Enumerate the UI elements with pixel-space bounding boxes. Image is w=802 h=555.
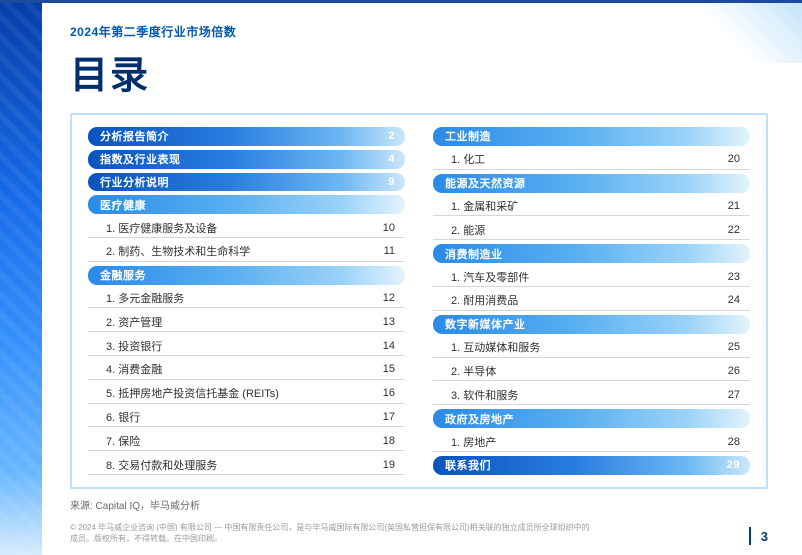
toc-entry-page: 10 — [383, 222, 395, 234]
toc-section-header[interactable]: 工业制造 — [433, 127, 750, 146]
toc-section-header[interactable]: 医疗健康 — [88, 195, 405, 214]
toc-entry-label: 4. 消费金融 — [106, 361, 162, 377]
toc-entry-label: 2. 半导体 — [451, 363, 496, 379]
page-number: 3 — [749, 527, 768, 545]
toc-section-header[interactable]: 消费制造业 — [433, 244, 750, 263]
toc-entry-page: 14 — [383, 340, 395, 352]
left-accent-panel — [0, 3, 42, 555]
toc-entry-label: 1. 多元金融服务 — [106, 290, 184, 306]
toc-entry-label: 5. 抵押房地产投资信托基金 (REITs) — [106, 385, 279, 401]
toc-section-header[interactable]: 金融服务 — [88, 266, 405, 285]
toc-entry-label: 1. 房地产 — [451, 434, 496, 450]
toc-entry-page: 22 — [728, 224, 740, 236]
toc-entry-page: 24 — [728, 294, 740, 306]
toc-entry[interactable]: 1. 金属和采矿 21 — [433, 197, 750, 217]
toc-entry-page: 18 — [383, 435, 395, 447]
toc-section-page: 9 — [388, 176, 395, 188]
toc-entry[interactable]: 7. 保险 18 — [88, 431, 405, 451]
toc-section-label: 数字新媒体产业 — [445, 316, 526, 332]
toc-section-header[interactable]: 政府及房地产 — [433, 409, 750, 428]
toc-entry-label: 1. 医疗健康服务及设备 — [106, 220, 217, 236]
toc-section-label: 政府及房地产 — [445, 411, 514, 427]
toc-entry-page: 23 — [728, 271, 740, 283]
toc-entry[interactable]: 2. 资产管理 13 — [88, 312, 405, 332]
toc-entry-page: 16 — [383, 387, 395, 399]
footer: © 2024 毕马威企业咨询 (中国) 有限公司 — 中国有限责任公司，是与毕马… — [70, 523, 768, 545]
toc-entry[interactable]: 5. 抵押房地产投资信托基金 (REITs) 16 — [88, 384, 405, 404]
toc-entry[interactable]: 1. 互动媒体和服务 25 — [433, 338, 750, 358]
toc-section-page: 29 — [727, 459, 740, 471]
toc-entry[interactable]: 6. 银行 17 — [88, 408, 405, 428]
toc-entry[interactable]: 8. 交易付款和处理服务 19 — [88, 455, 405, 475]
toc-entry-page: 17 — [383, 411, 395, 423]
toc-column-left: 分析报告简介 2 指数及行业表现 4 行业分析说明 9 医疗健康 1. 医疗健康服务及设备 10… — [88, 127, 405, 475]
toc-entry-label: 2. 耐用消费品 — [451, 292, 518, 308]
toc-entry-label: 3. 软件和服务 — [451, 387, 518, 403]
toc-entry-page: 21 — [728, 200, 740, 212]
toc-entry[interactable]: 1. 化工 20 — [433, 150, 750, 170]
toc-entry[interactable]: 2. 能源 22 — [433, 220, 750, 240]
toc-entry-page: 11 — [384, 245, 395, 257]
toc-entry[interactable]: 1. 医疗健康服务及设备 10 — [88, 218, 405, 238]
toc-entry[interactable]: 3. 软件和服务 27 — [433, 385, 750, 405]
source-note: 来源: Capital IQ，毕马威分析 — [70, 497, 768, 512]
toc-entry-page: 19 — [383, 459, 395, 471]
toc-section-label: 能源及天然资源 — [445, 175, 526, 191]
toc-entry-label: 2. 能源 — [451, 222, 485, 238]
toc-section-header[interactable]: 联系我们 29 — [433, 456, 750, 475]
toc-section-header[interactable]: 行业分析说明 9 — [88, 173, 405, 192]
toc-section-label: 医疗健康 — [100, 197, 146, 213]
toc-section-label: 指数及行业表现 — [100, 151, 181, 167]
toc-entry[interactable]: 3. 投资银行 14 — [88, 336, 405, 356]
copyright-text: © 2024 毕马威企业咨询 (中国) 有限公司 — 中国有限责任公司，是与毕马… — [70, 523, 590, 545]
toc-entry-page: 25 — [728, 341, 740, 353]
toc-entry-label: 2. 资产管理 — [106, 314, 162, 330]
toc-container: 分析报告简介 2 指数及行业表现 4 行业分析说明 9 医疗健康 1. 医疗健康服务及设备 10… — [70, 113, 768, 489]
toc-section-label: 金融服务 — [100, 267, 146, 283]
toc-section-header[interactable]: 分析报告简介 2 — [88, 127, 405, 146]
toc-entry-label: 1. 互动媒体和服务 — [451, 339, 540, 355]
toc-entry[interactable]: 2. 半导体 26 — [433, 362, 750, 382]
toc-section-label: 行业分析说明 — [100, 174, 169, 190]
toc-column-right: 工业制造 1. 化工 20 能源及天然资源 1. 金属和采矿 21 2. 能源 22 消费制造业… — [433, 127, 750, 475]
toc-entry-label: 8. 交易付款和处理服务 — [106, 457, 217, 473]
toc-entry-label: 1. 金属和采矿 — [451, 198, 518, 214]
toc-section-page: 4 — [388, 153, 395, 165]
toc-section-label: 消费制造业 — [445, 246, 503, 262]
toc-entry[interactable]: 1. 房地产 28 — [433, 432, 750, 452]
toc-entry-page: 27 — [728, 389, 740, 401]
page: 2024年第二季度行业市场倍数 目录 分析报告简介 2 指数及行业表现 4 行业分析说明… — [0, 0, 802, 555]
toc-section-header[interactable]: 数字新媒体产业 — [433, 315, 750, 334]
toc-entry-page: 12 — [383, 292, 395, 304]
toc-section-label: 工业制造 — [445, 128, 491, 144]
toc-entry-label: 1. 汽车及零部件 — [451, 269, 529, 285]
toc-entry-page: 20 — [728, 153, 740, 165]
toc-entry-page: 15 — [383, 363, 395, 375]
toc-entry-page: 13 — [383, 316, 395, 328]
toc-entry[interactable]: 1. 多元金融服务 12 — [88, 289, 405, 309]
content-area: 2024年第二季度行业市场倍数 目录 分析报告简介 2 指数及行业表现 4 行业分析说明… — [42, 3, 802, 555]
toc-entry-label: 7. 保险 — [106, 433, 140, 449]
toc-section-header[interactable]: 能源及天然资源 — [433, 174, 750, 193]
toc-entry-page: 26 — [728, 365, 740, 377]
page-title: 目录 — [70, 44, 768, 99]
toc-entry-label: 3. 投资银行 — [106, 338, 162, 354]
toc-section-page: 2 — [388, 130, 395, 142]
toc-entry-page: 28 — [728, 436, 740, 448]
toc-entry-label: 6. 银行 — [106, 409, 140, 425]
toc-section-label: 分析报告简介 — [100, 128, 169, 144]
kicker-text: 2024年第二季度行业市场倍数 — [70, 23, 768, 40]
toc-entry-label: 2. 制药、生物技术和生命科学 — [106, 243, 250, 259]
toc-section-header[interactable]: 指数及行业表现 4 — [88, 150, 405, 169]
toc-entry[interactable]: 2. 制药、生物技术和生命科学 11 — [88, 242, 405, 262]
toc-section-label: 联系我们 — [445, 457, 491, 473]
toc-entry-label: 1. 化工 — [451, 151, 485, 167]
toc-entry[interactable]: 2. 耐用消费品 24 — [433, 291, 750, 311]
toc-entry[interactable]: 4. 消费金融 15 — [88, 360, 405, 380]
toc-entry[interactable]: 1. 汽车及零部件 23 — [433, 267, 750, 287]
